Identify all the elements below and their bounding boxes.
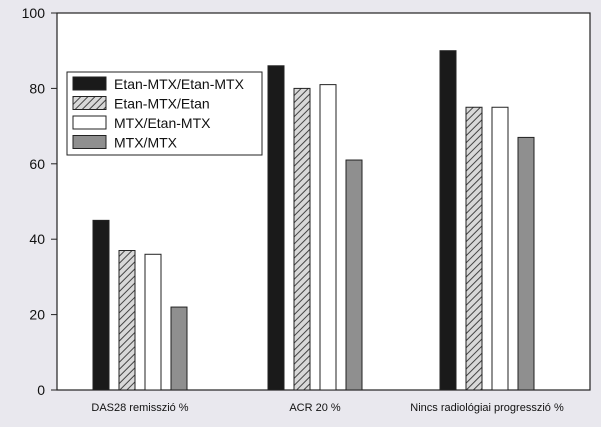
legend-label: MTX/Etan-MTX bbox=[114, 115, 211, 131]
legend-swatch bbox=[72, 76, 107, 91]
bar-etan-mtx-etan-3 bbox=[465, 106, 483, 391]
bar-mtx-etan-mtx-3 bbox=[491, 106, 509, 391]
legend-swatch bbox=[72, 96, 107, 110]
bar-mtx-mtx-1 bbox=[170, 306, 188, 391]
x-category-label: DAS28 remisszió % bbox=[91, 402, 188, 414]
bar-mtx-etan-mtx-2 bbox=[319, 84, 337, 391]
bar-mtx-mtx-3 bbox=[517, 136, 535, 391]
bar-mtx-etan-mtx-1 bbox=[144, 253, 162, 391]
y-tick-label: 80 bbox=[29, 80, 45, 96]
x-axis: DAS28 remisszió % ACR 20 % Nincs radiológi… bbox=[91, 402, 564, 414]
bar-etan-mtx-etan-2 bbox=[293, 87, 311, 391]
y-tick-label: 0 bbox=[37, 382, 45, 398]
bars bbox=[92, 50, 535, 391]
legend-swatch bbox=[72, 115, 107, 130]
bar-etan-mtx-etan-mtx-1 bbox=[92, 219, 110, 391]
legend-label: Etan-MTX/Etan-MTX bbox=[114, 76, 245, 92]
bar-mtx-mtx-2 bbox=[345, 159, 363, 391]
y-tick-label: 100 bbox=[22, 5, 46, 21]
y-axis: 0 20 40 60 80 100 bbox=[22, 5, 57, 398]
x-category-label: ACR 20 % bbox=[289, 402, 341, 414]
bar-etan-mtx-etan-mtx-3 bbox=[439, 50, 457, 391]
y-tick-label: 40 bbox=[29, 231, 45, 247]
bar-etan-mtx-etan-mtx-2 bbox=[267, 65, 285, 391]
legend: Etan-MTX/Etan-MTX Etan-MTX/Etan MTX/Etan-M… bbox=[66, 71, 263, 156]
y-tick-label: 20 bbox=[29, 307, 45, 323]
y-tick-label: 60 bbox=[29, 156, 45, 172]
legend-swatch bbox=[72, 135, 107, 149]
bar-etan-mtx-etan-1 bbox=[118, 250, 136, 391]
legend-label: MTX/MTX bbox=[114, 135, 178, 151]
legend-label: Etan-MTX/Etan bbox=[114, 96, 210, 112]
x-category-label: Nincs radiológiai progresszió % bbox=[410, 402, 564, 414]
